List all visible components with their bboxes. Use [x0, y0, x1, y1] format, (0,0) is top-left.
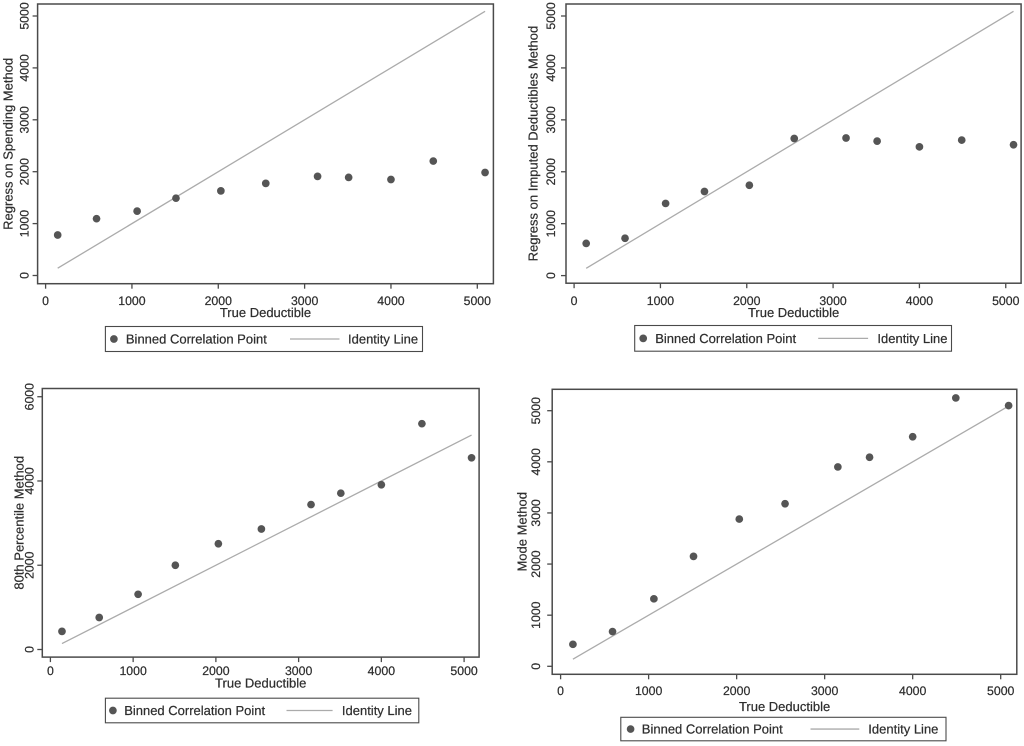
svg-text:4000: 4000 — [529, 448, 543, 476]
svg-text:4000: 4000 — [17, 54, 31, 82]
svg-text:6000: 6000 — [22, 383, 36, 411]
svg-text:Identity Line: Identity Line — [868, 721, 938, 736]
svg-text:4000: 4000 — [544, 54, 558, 82]
svg-text:0: 0 — [571, 294, 578, 308]
svg-text:4000: 4000 — [377, 294, 405, 308]
svg-text:4000: 4000 — [22, 467, 36, 495]
svg-text:4000: 4000 — [899, 684, 927, 698]
svg-text:5000: 5000 — [987, 684, 1015, 698]
svg-text:4000: 4000 — [368, 664, 396, 678]
svg-text:0: 0 — [557, 684, 564, 698]
svg-text:1000: 1000 — [118, 294, 146, 308]
svg-text:Identity Line: Identity Line — [348, 331, 418, 346]
svg-text:4000: 4000 — [906, 294, 934, 308]
svg-text:0: 0 — [47, 664, 54, 678]
svg-text:1000: 1000 — [635, 684, 663, 698]
svg-text:2000: 2000 — [544, 158, 558, 186]
svg-text:Identity Line: Identity Line — [877, 331, 947, 346]
svg-text:0: 0 — [544, 272, 558, 279]
svg-text:0: 0 — [42, 294, 49, 308]
svg-text:1000: 1000 — [529, 601, 543, 629]
svg-text:5000: 5000 — [464, 294, 492, 308]
svg-text:1000: 1000 — [17, 210, 31, 238]
svg-text:3000: 3000 — [529, 499, 543, 527]
svg-text:3000: 3000 — [17, 106, 31, 134]
svg-text:Regress on Spending Method: Regress on Spending Method — [0, 58, 15, 230]
svg-text:3000: 3000 — [819, 294, 847, 308]
svg-text:3000: 3000 — [285, 664, 313, 678]
svg-text:80th Percentile Method: 80th Percentile Method — [11, 456, 26, 590]
svg-text:1000: 1000 — [647, 294, 675, 308]
svg-text:1000: 1000 — [119, 664, 147, 678]
svg-text:5000: 5000 — [529, 397, 543, 425]
svg-text:3000: 3000 — [291, 294, 319, 308]
svg-text:Binned Correlation Point: Binned Correlation Point — [655, 331, 796, 346]
svg-text:5000: 5000 — [992, 294, 1020, 308]
svg-text:0: 0 — [17, 272, 31, 279]
svg-text:2000: 2000 — [733, 294, 761, 308]
svg-text:2000: 2000 — [529, 550, 543, 578]
svg-text:True Deductible: True Deductible — [220, 305, 311, 320]
svg-text:Regress on Imputed Deductibles: Regress on Imputed Deductibles Method — [526, 26, 541, 262]
svg-text:5000: 5000 — [544, 2, 558, 30]
svg-text:2000: 2000 — [723, 684, 751, 698]
svg-text:0: 0 — [529, 663, 543, 670]
svg-text:2000: 2000 — [205, 294, 233, 308]
svg-text:3000: 3000 — [544, 106, 558, 134]
svg-text:Binned Correlation Point: Binned Correlation Point — [642, 721, 783, 736]
svg-text:True Deductible: True Deductible — [739, 699, 830, 714]
svg-text:5000: 5000 — [17, 2, 31, 30]
svg-text:2000: 2000 — [22, 551, 36, 579]
svg-text:3000: 3000 — [811, 684, 839, 698]
svg-text:5000: 5000 — [450, 664, 478, 678]
svg-text:1000: 1000 — [544, 210, 558, 238]
svg-text:2000: 2000 — [17, 158, 31, 186]
svg-text:True Deductible: True Deductible — [215, 676, 306, 691]
svg-text:Binned Correlation Point: Binned Correlation Point — [124, 703, 265, 718]
svg-text:Identity Line: Identity Line — [342, 703, 412, 718]
svg-text:Mode Method: Mode Method — [515, 492, 530, 572]
svg-text:True Deductible: True Deductible — [748, 305, 839, 320]
svg-text:Binned Correlation Point: Binned Correlation Point — [126, 331, 267, 346]
svg-text:0: 0 — [22, 646, 36, 653]
svg-text:2000: 2000 — [202, 664, 230, 678]
